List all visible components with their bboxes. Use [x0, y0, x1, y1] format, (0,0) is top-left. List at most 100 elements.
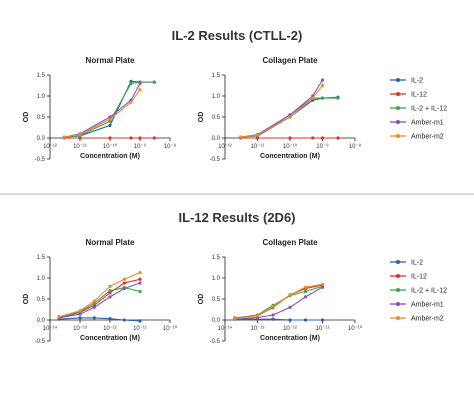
- data-point-il-2-il-12: [336, 96, 340, 100]
- y-tick-label: 1.5: [212, 73, 221, 79]
- data-point-il-2-il-12: [303, 289, 308, 294]
- legend-swatch-marker: [396, 302, 400, 306]
- series-il-2: [62, 79, 156, 139]
- y-tick-label: 0.5: [37, 297, 46, 303]
- panel-title: Collagen Plate: [262, 238, 318, 247]
- legend-swatch-marker: [396, 120, 400, 124]
- series-line-amber-m1: [234, 286, 323, 320]
- legend-label: Amber-m1: [411, 120, 444, 127]
- legend-swatch-marker: [396, 106, 400, 110]
- chart-panel-3: Normal Plate -0.5 0.0 0.5 1.0 1.5 10⁻¹⁴ 10⁻¹³ 10…: [23, 238, 178, 345]
- legend-item-amber-m2: Amber-m2: [390, 316, 444, 323]
- x-tick-label: 10⁻¹⁴: [43, 325, 58, 332]
- x-tick-label: 10⁻⁸: [164, 143, 177, 150]
- x-tick-label: 10⁻¹²: [43, 144, 57, 150]
- y-tick-label: 1.0: [212, 94, 221, 100]
- legend-item-il-12: IL-12: [390, 92, 427, 99]
- series-line-amber-m1: [64, 83, 141, 138]
- x-axis-label: Concentration (M): [80, 335, 140, 342]
- y-axis-label: OD: [198, 294, 205, 305]
- data-point-il-2: [78, 316, 82, 320]
- data-point-amber-m1: [122, 286, 126, 291]
- data-point-amber-m2: [62, 135, 66, 139]
- legend-item-il-2-il-12: IL-2 + IL-12: [390, 106, 447, 113]
- data-point-amber-m2: [92, 299, 96, 303]
- legend-item-il-12: IL-12: [390, 274, 427, 281]
- data-point-amber-m2: [320, 83, 325, 88]
- y-tick-label: -0.5: [35, 339, 46, 345]
- data-point-amber-m1: [108, 295, 112, 299]
- charts-layer: Normal Plate -0.5 0.0 0.5 1.0 1.5 10⁻¹² 10⁻¹¹ 10…: [23, 56, 363, 345]
- legend-swatch-marker: [396, 288, 400, 292]
- data-point-amber-m2: [138, 88, 142, 92]
- legend-item-amber-m2: Amber-m2: [390, 134, 444, 141]
- legend-swatch-marker: [396, 134, 400, 138]
- data-point-amber-m2: [238, 135, 243, 139]
- y-tick-label: -0.5: [210, 339, 221, 345]
- data-point-il-12: [108, 136, 112, 140]
- y-axis-label: OD: [198, 112, 205, 123]
- y-tick-label: 0.0: [37, 136, 46, 142]
- data-point-amber-m2: [108, 117, 112, 121]
- panel-title: Normal Plate: [86, 56, 135, 65]
- data-point-amber-m2: [233, 316, 237, 320]
- data-point-amber-m2: [78, 309, 82, 313]
- data-point-il-2-il-12: [138, 289, 142, 294]
- y-tick-label: 1.0: [37, 94, 46, 100]
- x-tick-label: 10⁻¹⁰: [348, 325, 363, 332]
- series-line-amber-m2: [64, 89, 141, 138]
- x-tick-label: 10⁻⁸: [349, 143, 362, 150]
- data-point-amber-m2: [303, 285, 308, 289]
- legend-item-amber-m1: Amber-m1: [390, 120, 444, 127]
- data-point-amber-m1: [138, 281, 142, 285]
- x-tick-label: 10⁻¹³: [73, 326, 87, 332]
- series-line-il-2: [58, 317, 141, 322]
- y-tick-label: 1.5: [212, 255, 221, 261]
- data-point-il-2: [288, 318, 292, 322]
- legend-swatch-marker: [396, 316, 400, 320]
- y-tick-label: 1.0: [37, 276, 46, 282]
- y-tick-label: 1.5: [37, 73, 46, 79]
- legend-label: IL-2 + IL-12: [411, 288, 447, 295]
- data-point-il-12: [311, 136, 315, 140]
- data-point-amber-m2: [288, 115, 292, 119]
- data-point-il-2: [271, 317, 275, 321]
- series-line-il-12: [58, 278, 141, 319]
- x-tick-label: 10⁻⁹: [134, 143, 147, 150]
- data-point-amber-m2: [108, 284, 112, 288]
- data-point-amber-m2: [57, 315, 61, 319]
- data-point-amber-m1: [303, 295, 308, 299]
- data-point-amber-m2: [129, 100, 133, 104]
- data-point-amber-m1: [271, 313, 275, 317]
- data-point-amber-m1: [320, 78, 325, 82]
- data-point-il-12: [336, 136, 340, 140]
- y-tick-label: 0.0: [212, 318, 221, 324]
- data-point-il-12: [129, 136, 133, 140]
- data-point-amber-m2: [255, 133, 260, 137]
- legend-swatch-marker: [396, 92, 400, 96]
- data-point-amber-m1: [288, 305, 292, 309]
- legend-label: IL-2 + IL-12: [411, 106, 447, 113]
- data-point-il-2-il-12: [320, 96, 325, 100]
- data-point-amber-m2: [320, 282, 325, 286]
- x-tick-label: 10⁻¹²: [283, 326, 297, 332]
- section-title-il12: IL-12 Results (2D6): [178, 210, 295, 225]
- data-point-amber-m2: [288, 293, 292, 297]
- series-il-12: [238, 136, 340, 140]
- x-tick-label: 10⁻¹⁰: [163, 325, 178, 332]
- data-point-il-12: [122, 281, 126, 285]
- series-amber-m1: [238, 78, 325, 139]
- data-point-il-2: [303, 318, 308, 322]
- legend-swatch-marker: [396, 260, 400, 264]
- x-tick-label: 10⁻⁹: [316, 143, 329, 150]
- y-tick-label: 0.0: [212, 136, 221, 142]
- data-point-amber-m2: [122, 277, 126, 281]
- y-tick-label: 1.5: [37, 255, 46, 261]
- data-point-il-2: [92, 316, 96, 320]
- data-point-il-12: [78, 136, 82, 140]
- y-tick-label: 0.5: [37, 115, 46, 121]
- data-point-amber-m2: [138, 270, 142, 275]
